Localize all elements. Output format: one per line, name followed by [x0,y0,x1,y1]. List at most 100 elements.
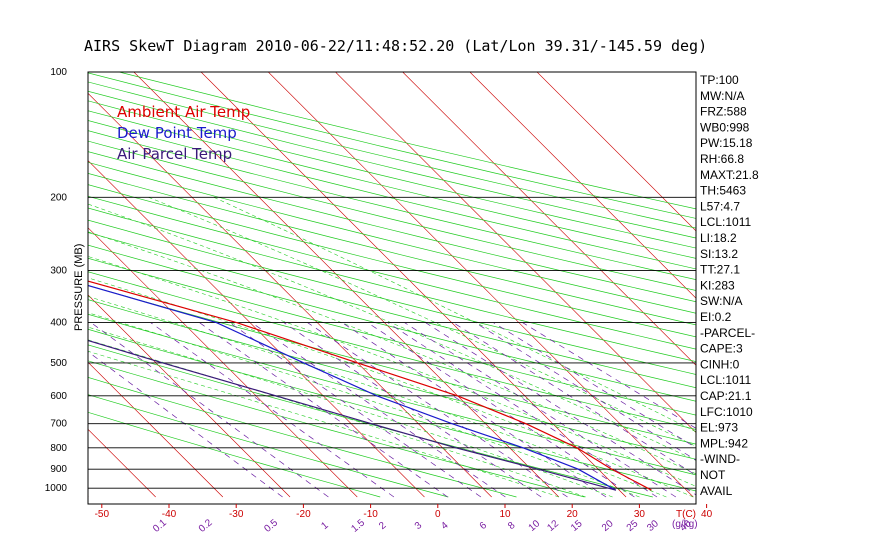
index-value: AVAIL [700,484,733,498]
pressure-tick-label: 900 [50,464,67,475]
bottom-temp-tick-label: -30 [229,509,244,520]
dry-adiabat-line [88,151,696,303]
index-value: KI:283 [700,278,735,292]
dry-adiabat-line [88,140,696,291]
mixing-ratio-label: 6 [478,520,490,532]
dry-adiabat-line [88,244,696,402]
dry-adiabat-line [88,313,696,476]
dry-adiabat-line [88,299,696,460]
dry-adiabat-line [88,344,653,498]
mixing-ratio-line [283,322,542,498]
legend-entry-dew-point-temp: Dew Point Temp [117,124,237,142]
mixing-ratio-line [150,322,395,498]
legend: Ambient Air Temp Dew Point Temp Air Parcel… [117,103,250,163]
mixing-ratio-label: 3 [413,520,425,532]
moist-adiabat-line [88,256,696,487]
legend-entry-air-parcel-temp: Air Parcel Temp [117,145,232,163]
dry-adiabat-line [88,100,696,249]
index-value: EL:973 [700,421,738,435]
mixing-ratio-unit-label: (g/kg) [672,519,698,530]
pressure-tick-label: 700 [50,419,67,430]
index-value: TT:27.1 [700,263,740,277]
mixing-ratio-label: 25 [625,518,641,534]
index-value: LFC:1010 [700,405,753,419]
mixing-ratio-label: 30 [645,518,661,534]
index-value: TP:100 [700,73,739,87]
bottom-temp-tick-label: 10 [499,509,511,520]
mixing-ratio-line [307,322,568,498]
index-value: MAXT:21.8 [700,168,759,182]
bottom-temp-tick-label: 30 [634,509,646,520]
bottom-temp-tick-label: -20 [296,509,311,520]
air-parcel-temp-line [88,339,617,491]
pressure-tick-label: 1000 [45,483,68,494]
mixing-ratio-label: 2 [377,520,389,532]
bottom-temp-tick-label: 20 [567,509,579,520]
mixing-ratio-line [341,322,607,498]
moist-adiabat-line [88,326,613,498]
mixing-ratio-line [404,322,677,498]
pressure-tick-label: 300 [50,266,67,277]
index-value: MW:N/A [700,89,744,103]
index-value: CAPE:3 [700,342,743,356]
chart-title: AIRS SkewT Diagram 2010-06-22/11:48:52.2… [84,37,707,55]
mixing-ratio-line [522,322,696,429]
mixing-ratio-label: 20 [600,518,616,534]
index-value: LCL:1011 [700,373,751,387]
legend-entry-ambient-air-temp: Ambient Air Temp [117,103,250,121]
dry-adiabat-line [88,110,696,259]
index-value: EI:0.2 [700,310,732,324]
dry-adiabat-line [88,219,696,375]
mixing-ratio-label: 15 [569,518,585,534]
dew-point-temp-line [88,284,617,491]
index-value: SI:13.2 [700,247,738,261]
mixing-ratio-label: 4 [439,520,451,532]
mixing-ratio-label: 0.5 [262,517,280,535]
pressure-tick-label: 500 [50,358,67,369]
bottom-temp-tick-label: -40 [162,509,177,520]
isotherm-line [88,160,425,498]
mixing-ratio-line [88,351,283,498]
pressure-tick-label: 200 [50,192,67,203]
isotherm-line [469,72,696,299]
isotherm-line [88,294,291,498]
isotherm-line [88,227,358,498]
isotherm-line [200,72,627,498]
mixing-ratio-line [425,322,696,496]
index-value: MPL:942 [700,436,748,450]
pressure-tick-label: 400 [50,318,67,329]
isotherm-line [335,72,696,433]
bottom-temp-tick-label: -10 [363,509,378,520]
moist-adiabat-line [88,203,696,461]
bottom-temp-tick-label: -50 [95,509,110,520]
mixing-ratio-line [387,322,658,498]
index-value: CAP:21.1 [700,389,752,403]
index-value: CINH:0 [700,357,740,371]
mixing-ratio-label: 12 [545,518,561,534]
dry-adiabat-line [88,173,696,326]
y-axis-label: PRESSURE (MB) [73,244,85,331]
index-value: L57:4.7 [700,199,740,213]
index-value: -WIND- [700,452,740,466]
ambient-air-temp-line [88,280,652,491]
temp-unit-label: T(C) [676,509,696,520]
index-value: -PARCEL- [700,326,755,340]
grid-lines [0,72,696,498]
isotherm-line [88,361,224,498]
index-value: SW:N/A [700,294,742,308]
moist-adiabat-line [88,350,559,498]
mixing-ratio-line [229,322,482,498]
mixing-ratio-label: 10 [527,518,543,534]
isotherm-line [0,72,21,497]
index-value: LCL:1011 [700,215,751,229]
index-value: FRZ:588 [700,105,747,119]
pressure-tick-label: 100 [50,67,67,78]
moist-adiabat-line [88,312,640,498]
bottom-temp-tick-label: 40 [701,509,713,520]
isotherm-line [133,72,560,498]
moist-adiabat-line [88,277,694,498]
moist-adiabat-line [213,197,696,433]
moist-adiabat-line [88,339,586,498]
dry-adiabat-line [88,130,696,280]
